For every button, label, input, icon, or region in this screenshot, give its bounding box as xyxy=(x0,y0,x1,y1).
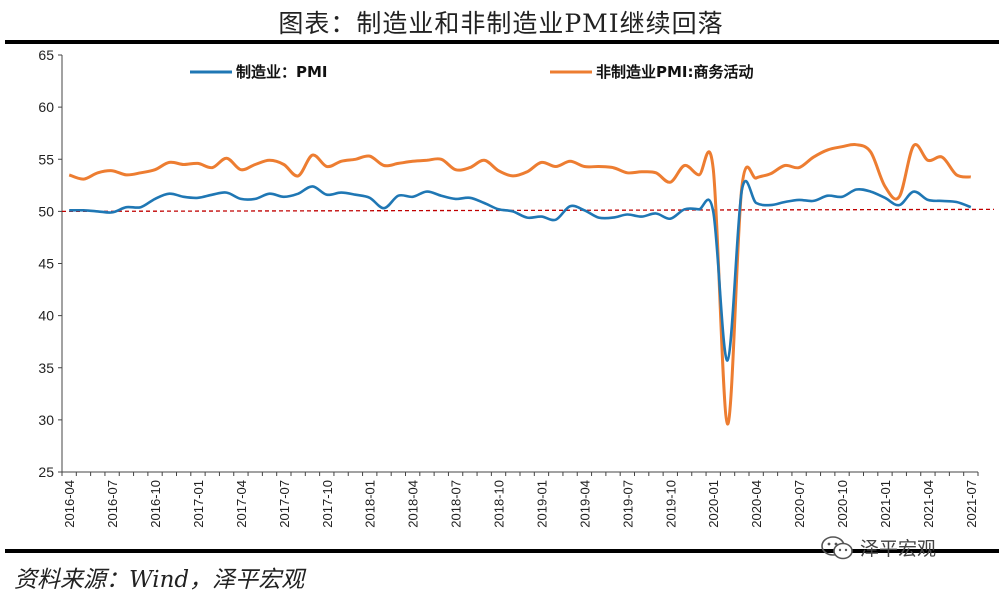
figure-title: 图表：制造业和非制造业PMI继续回落 xyxy=(278,9,724,38)
reference-line-group xyxy=(61,208,995,213)
watermark: 泽平宏观 xyxy=(820,534,936,561)
x-tick-label: 2018-07 xyxy=(449,480,464,528)
x-tick-label: 2020-10 xyxy=(835,480,850,528)
x-tick-label: 2020-01 xyxy=(706,480,721,528)
x-tick-label: 2016-07 xyxy=(105,480,120,528)
bottom-rule xyxy=(5,549,999,553)
watermark-text: 泽平宏观 xyxy=(860,538,937,560)
series-line-nonmanufacturing-pmi xyxy=(68,142,972,426)
series-lines xyxy=(68,142,972,426)
x-tick-label: 2019-01 xyxy=(534,480,549,528)
x-tick-label: 2017-01 xyxy=(191,480,206,528)
x-tick-label: 2016-04 xyxy=(62,480,77,528)
y-tick-label: 30 xyxy=(38,412,54,428)
y-tick-label: 40 xyxy=(38,308,54,324)
reference-line-50 xyxy=(61,208,995,213)
x-tick-label: 2018-04 xyxy=(406,480,421,528)
y-tick-label: 50 xyxy=(38,203,54,219)
y-tick-label: 35 xyxy=(38,360,54,376)
series-line-manufacturing-pmi xyxy=(69,179,972,362)
x-tick-label: 2021-04 xyxy=(921,480,936,528)
axes: 25 30 35 40 45 50 55 60 65 2016-04 2016-07 2016-10 2… xyxy=(38,47,978,528)
top-rule xyxy=(5,40,999,44)
x-tick-label: 2017-07 xyxy=(277,480,292,528)
x-tick-label: 2017-04 xyxy=(234,480,249,528)
y-tick-label: 55 xyxy=(38,151,54,167)
y-tick-label: 45 xyxy=(38,256,54,272)
x-tick-label: 2020-04 xyxy=(749,480,764,528)
x-tick-label: 2021-01 xyxy=(878,480,893,528)
x-tick-label: 2018-10 xyxy=(492,480,507,528)
x-tick-label: 2017-10 xyxy=(320,480,335,528)
y-tick-label: 25 xyxy=(38,464,54,480)
source-note: 资料来源：Wind，泽平宏观 xyxy=(14,567,305,593)
y-tick-label: 60 xyxy=(38,99,54,115)
wechat-icon xyxy=(821,535,853,559)
x-tick-label: 2020-07 xyxy=(792,480,807,528)
x-tick-label: 2021-07 xyxy=(964,480,979,528)
y-tick-label: 65 xyxy=(38,47,54,63)
legend: 制造业：PMI 非制造业PMI:商务活动 xyxy=(190,63,754,81)
x-tick-label: 2019-10 xyxy=(663,480,678,528)
x-tick-label: 2018-01 xyxy=(363,480,378,528)
x-tick-label: 2019-07 xyxy=(620,480,635,528)
legend-label-manufacturing: 制造业：PMI xyxy=(236,63,328,81)
x-tick-label: 2019-04 xyxy=(577,480,592,528)
x-tick-label: 2016-10 xyxy=(148,480,163,528)
legend-label-nonmanufacturing: 非制造业PMI:商务活动 xyxy=(596,63,754,81)
